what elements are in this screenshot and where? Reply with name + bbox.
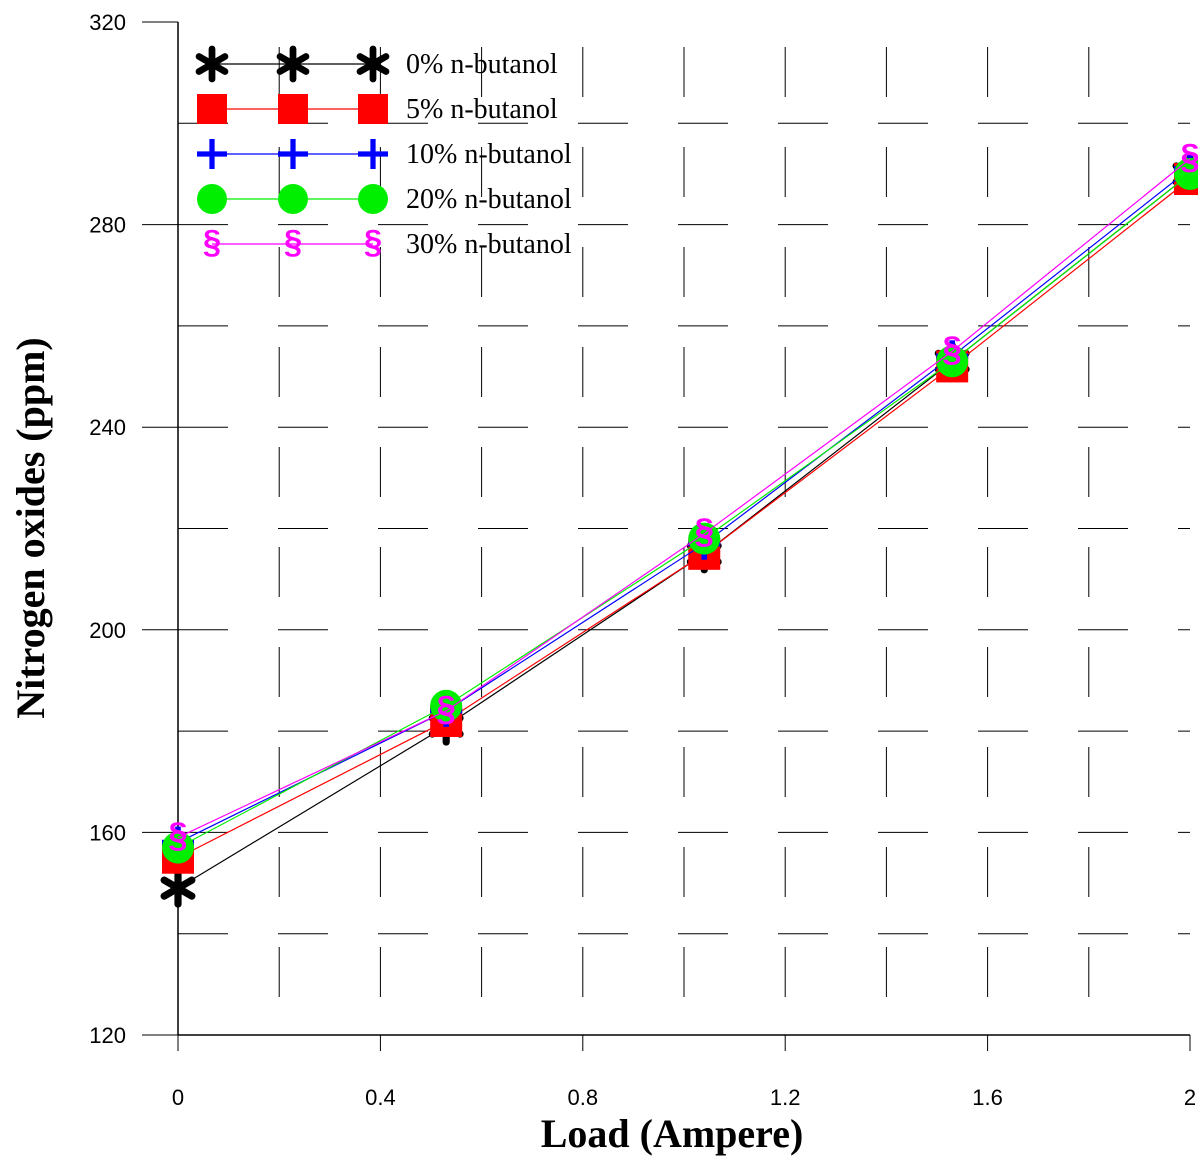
circle-marker bbox=[1174, 157, 1198, 190]
x-axis-label: Load (Ampere) bbox=[541, 1111, 804, 1156]
section-marker: § bbox=[436, 689, 456, 728]
axes bbox=[142, 21, 1191, 1051]
y-tick-label: 240 bbox=[89, 415, 126, 440]
x-tick-label: 0.8 bbox=[568, 1085, 599, 1110]
grid bbox=[178, 47, 1190, 1035]
square-marker bbox=[358, 94, 388, 124]
x-tick-label: 0 bbox=[172, 1085, 184, 1110]
y-tick-label: 120 bbox=[89, 1023, 126, 1048]
plus-marker bbox=[278, 139, 308, 169]
legend-label: 30% n-butanol bbox=[406, 229, 572, 260]
legend-label: 5% n-butanol bbox=[406, 94, 558, 125]
section-marker: § bbox=[694, 512, 714, 551]
asterisk-marker bbox=[276, 45, 310, 83]
circle-marker bbox=[936, 345, 969, 378]
series bbox=[162, 152, 1198, 859]
circle-marker bbox=[162, 831, 194, 864]
section-marker: § bbox=[168, 816, 188, 855]
x-tick-label: 1.6 bbox=[972, 1085, 1003, 1110]
legend-item: 0% n-butanol bbox=[195, 45, 558, 83]
section-marker: § bbox=[203, 223, 221, 260]
circle-marker bbox=[197, 184, 227, 214]
y-tick-label: 320 bbox=[89, 10, 126, 35]
y-tick-label: 280 bbox=[89, 213, 126, 238]
asterisk-marker bbox=[160, 868, 196, 908]
section-marker: § bbox=[284, 223, 302, 260]
square-marker bbox=[197, 94, 227, 124]
legend-label: 20% n-butanol bbox=[406, 184, 572, 215]
asterisk-stroke bbox=[195, 53, 229, 75]
series: § § § § § bbox=[168, 137, 1198, 855]
legend-label: 0% n-butanol bbox=[406, 49, 558, 80]
circle-marker bbox=[688, 522, 721, 555]
section-marker: § bbox=[364, 223, 382, 260]
asterisk-stroke bbox=[276, 53, 310, 75]
circle-marker bbox=[430, 689, 463, 722]
section-marker: § bbox=[942, 330, 962, 369]
series-group: § § § § § bbox=[160, 137, 1198, 908]
y-tick-label: 200 bbox=[89, 618, 126, 643]
x-tick-label: 0.4 bbox=[365, 1085, 396, 1110]
series bbox=[162, 157, 1198, 864]
x-tick-label: 2 bbox=[1184, 1085, 1196, 1110]
plus-marker bbox=[197, 139, 227, 169]
circle-marker bbox=[358, 184, 388, 214]
asterisk-stroke bbox=[160, 876, 196, 900]
circle-marker bbox=[278, 184, 308, 214]
legend-item: 10% n-butanol bbox=[197, 139, 572, 170]
legend-item: 5% n-butanol bbox=[197, 94, 558, 125]
tick-labels: 120 160 200 240 280 320 0 0.4 0.8 1.2 1.6 2 bbox=[89, 10, 1196, 1110]
asterisk-marker bbox=[195, 45, 229, 83]
asterisk-marker bbox=[356, 45, 390, 83]
section-marker: § bbox=[1180, 137, 1198, 176]
plus-marker bbox=[358, 139, 388, 169]
y-tick-label: 160 bbox=[89, 820, 126, 845]
series bbox=[160, 154, 1198, 908]
series bbox=[162, 163, 1198, 874]
series-line bbox=[177, 158, 1191, 839]
legend-item: § § § 30% n-butanol bbox=[203, 223, 572, 260]
asterisk-stroke bbox=[356, 53, 390, 75]
square-marker bbox=[278, 94, 308, 124]
legend-item: 20% n-butanol bbox=[197, 184, 572, 215]
x-tick-label: 1.2 bbox=[770, 1085, 801, 1110]
legend-label: 10% n-butanol bbox=[406, 139, 572, 170]
y-axis-label: Nitrogen oxides (ppm) bbox=[8, 337, 53, 718]
legend: 0% n-butanol 5% n-butanol 10% n-butanol 20%… bbox=[195, 45, 572, 260]
